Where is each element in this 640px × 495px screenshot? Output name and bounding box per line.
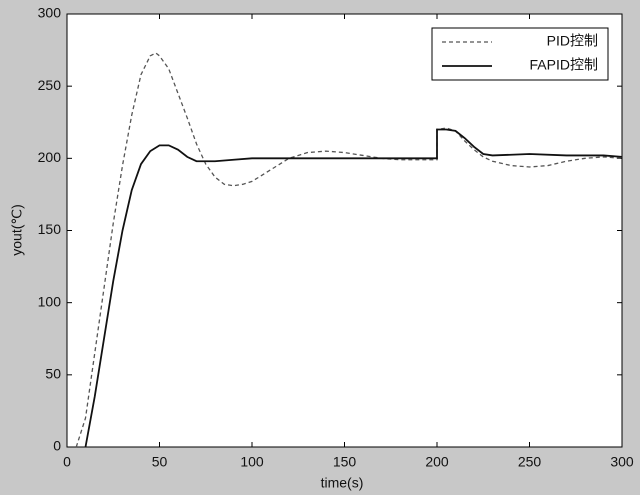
y-tick-label: 300 <box>38 5 62 21</box>
x-tick-label: 0 <box>63 454 71 470</box>
y-tick-label: 150 <box>38 221 62 237</box>
x-tick-label: 200 <box>425 454 449 470</box>
x-tick-label: 250 <box>518 454 542 470</box>
x-axis-label: time(s) <box>321 475 364 491</box>
x-tick-label: 100 <box>240 454 264 470</box>
y-tick-label: 200 <box>38 149 62 165</box>
x-tick-label: 150 <box>333 454 357 470</box>
y-tick-label: 0 <box>53 438 61 454</box>
series-line <box>75 52 623 448</box>
x-tick-label: 300 <box>610 454 634 470</box>
y-tick-label: 100 <box>38 293 62 309</box>
series-line <box>84 128 623 448</box>
y-tick-label: 50 <box>45 366 61 382</box>
legend-box <box>431 27 609 81</box>
plot-area <box>66 13 623 448</box>
legend-label: PID控制 <box>547 33 598 49</box>
legend-label: FAPID控制 <box>530 57 598 73</box>
y-tick-label: 250 <box>38 77 62 93</box>
y-axis-label: yout(℃) <box>9 204 25 256</box>
x-tick-label: 50 <box>152 454 168 470</box>
